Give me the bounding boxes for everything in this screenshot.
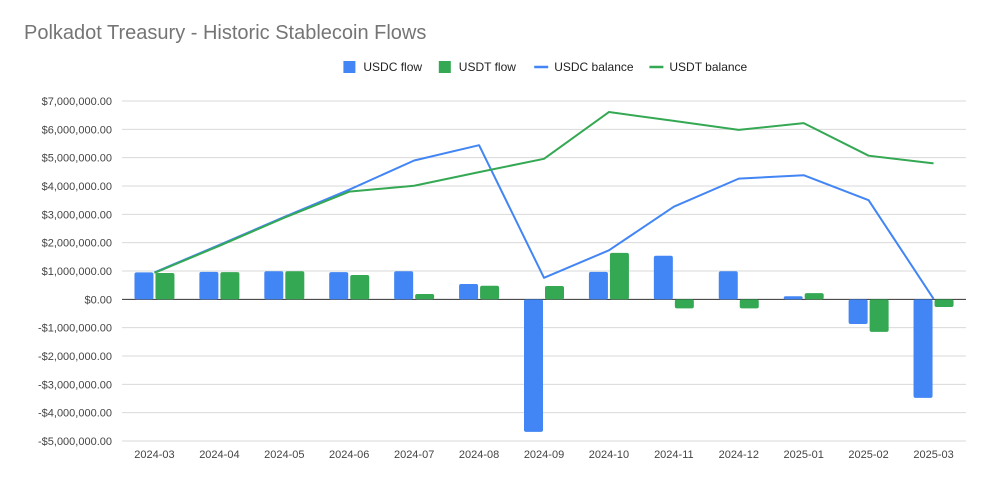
bar xyxy=(134,272,154,300)
y-tick-label: $6,000,000.00 xyxy=(42,124,112,136)
bar xyxy=(264,271,284,300)
y-tick-label: $0.00 xyxy=(84,294,112,306)
bar xyxy=(934,299,954,307)
y-tick-label: -$1,000,000.00 xyxy=(38,323,112,335)
x-tick-label: 2024-08 xyxy=(459,449,499,461)
x-tick-label: 2024-07 xyxy=(394,449,434,461)
bar xyxy=(653,255,673,300)
bar xyxy=(524,299,543,432)
legend-label: USDT flow xyxy=(459,60,516,74)
series-line xyxy=(154,111,934,274)
bar xyxy=(199,271,219,300)
x-tick-label: 2024-12 xyxy=(719,449,759,461)
y-tick-label: $5,000,000.00 xyxy=(42,153,112,165)
legend-swatch xyxy=(438,61,451,73)
legend-label: USDC flow xyxy=(363,60,422,74)
bar xyxy=(350,274,370,300)
y-tick-label: $1,000,000.00 xyxy=(42,266,112,278)
y-tick-label: -$5,000,000.00 xyxy=(38,436,112,448)
y-tick-label: $7,000,000.00 xyxy=(42,96,112,108)
bar xyxy=(804,293,824,300)
bar xyxy=(674,299,694,309)
legend-label: USDT balance xyxy=(669,60,747,74)
x-tick-label: 2024-11 xyxy=(654,449,694,461)
bar xyxy=(739,299,759,309)
y-tick-label: $3,000,000.00 xyxy=(42,209,112,221)
x-tick-label: 2024-04 xyxy=(199,449,239,461)
bar xyxy=(913,299,933,398)
y-tick-label: -$3,000,000.00 xyxy=(38,379,112,391)
x-tick-label: 2024-06 xyxy=(329,449,369,461)
y-tick-label: -$4,000,000.00 xyxy=(38,408,112,420)
chart-title: Polkadot Treasury - Historic Stablecoin … xyxy=(24,22,427,44)
bar xyxy=(869,299,889,332)
y-tick-label: $2,000,000.00 xyxy=(42,238,112,250)
bar xyxy=(480,285,500,300)
bar xyxy=(285,271,305,300)
y-tick-label: -$2,000,000.00 xyxy=(38,351,112,363)
bar xyxy=(783,296,803,300)
x-tick-label: 2024-05 xyxy=(264,449,304,461)
legend-swatch xyxy=(343,61,356,73)
legend-label: USDC balance xyxy=(554,60,634,74)
bar xyxy=(609,252,629,300)
x-tick-label: 2024-10 xyxy=(589,449,629,461)
x-tick-label: 2025-02 xyxy=(848,449,888,461)
bar xyxy=(588,271,608,300)
x-tick-label: 2025-03 xyxy=(913,449,953,461)
bar xyxy=(329,272,349,300)
x-tick-label: 2025-01 xyxy=(784,449,824,461)
x-tick-label: 2024-03 xyxy=(134,449,174,461)
bar xyxy=(545,286,564,300)
x-tick-label: 2024-09 xyxy=(524,449,564,461)
bar xyxy=(220,272,240,300)
bar xyxy=(459,284,479,300)
bar xyxy=(848,299,868,324)
bar xyxy=(394,271,414,300)
y-tick-label: $4,000,000.00 xyxy=(42,181,112,193)
bar xyxy=(155,272,175,300)
bar xyxy=(415,293,435,300)
bar xyxy=(718,271,738,300)
